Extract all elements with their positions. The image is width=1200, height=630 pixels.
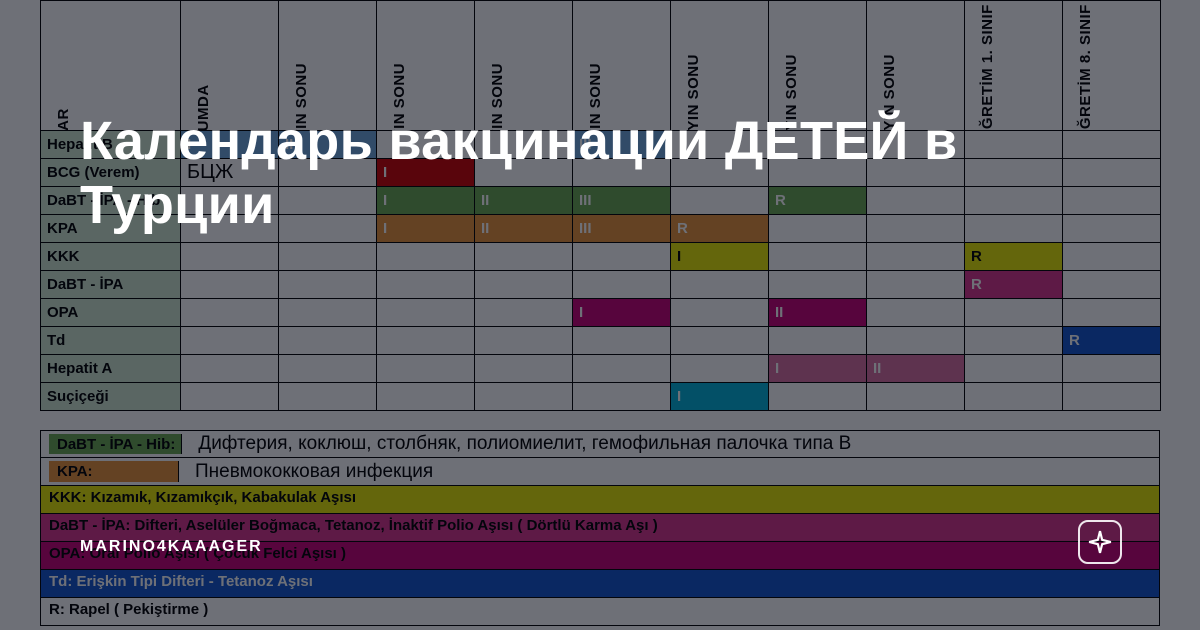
platform-badge: [1078, 520, 1122, 564]
dark-overlay: [0, 0, 1200, 630]
page-title: Календарь вакцинации ДЕТЕЙ в Турции: [80, 110, 1120, 237]
stage: AŞILARDOĞUMDA1. AYIN SONU2. AYIN SONU4. …: [0, 0, 1200, 630]
star-icon: [1087, 529, 1113, 555]
author-handle: MARINO4KAAAGER: [80, 538, 263, 556]
